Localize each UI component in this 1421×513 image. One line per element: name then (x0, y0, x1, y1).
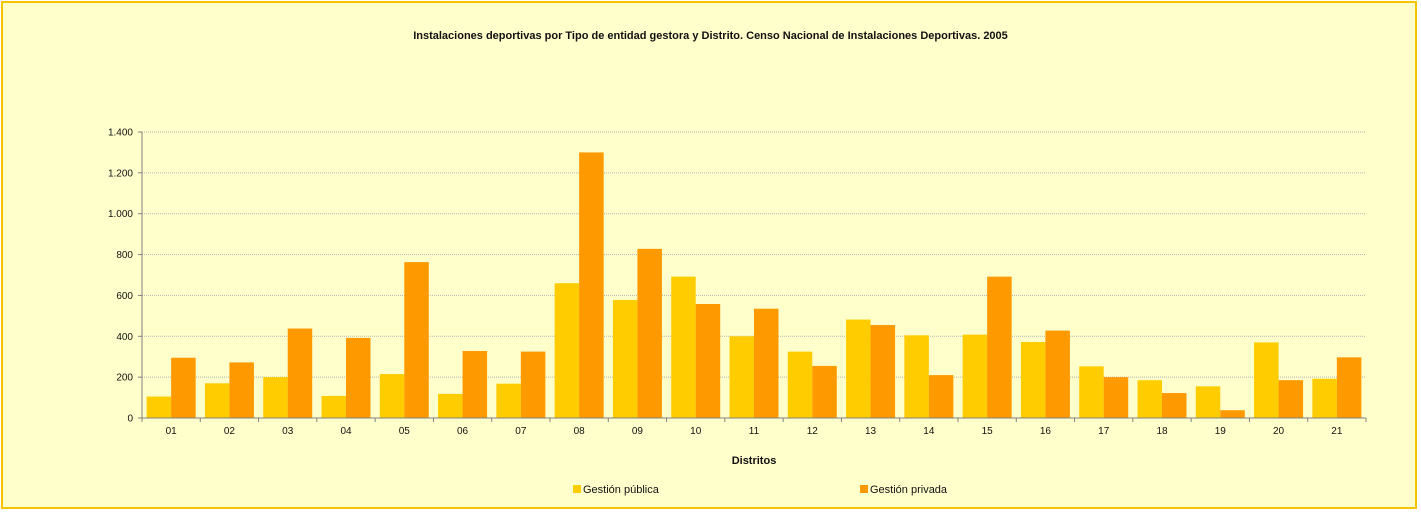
bar-privada (695, 304, 721, 418)
x-tick-label: 15 (982, 426, 994, 437)
x-tick-label: 21 (1331, 426, 1343, 437)
bar-publica (204, 383, 230, 418)
y-tick-label: 0 (127, 414, 133, 425)
bar-publica (1079, 366, 1104, 418)
bar-privada (1162, 393, 1187, 418)
bar-privada (928, 375, 954, 418)
bar-publica (1312, 378, 1337, 418)
bar-privada (637, 248, 662, 418)
bar-publica (146, 396, 172, 418)
bar-privada (987, 276, 1012, 418)
y-tick-label: 400 (116, 332, 133, 343)
y-tick-label: 1.000 (108, 209, 133, 220)
x-tick-label: 10 (690, 426, 702, 437)
x-tick-label: 02 (224, 426, 236, 437)
bar-privada (404, 262, 429, 418)
x-tick-label: 19 (1215, 426, 1227, 437)
x-tick-label: 16 (1040, 426, 1052, 437)
x-axis-title: Distritos (732, 455, 777, 467)
bar-privada (520, 351, 546, 418)
bar-privada (171, 357, 196, 418)
bar-privada (754, 308, 779, 418)
bar-publica (904, 335, 929, 418)
x-tick-label: 11 (749, 426, 760, 437)
x-tick-label: 07 (515, 426, 527, 437)
x-tick-label: 20 (1273, 426, 1285, 437)
x-tick-label: 13 (865, 426, 877, 437)
bar-publica (846, 319, 871, 418)
bar-privada (229, 362, 254, 418)
x-tick-label: 04 (340, 426, 352, 437)
bar-privada (1278, 380, 1304, 418)
bar-publica (671, 276, 696, 418)
y-tick-label: 1.200 (108, 168, 133, 179)
bar-privada (812, 365, 837, 418)
bar-privada (579, 152, 604, 418)
x-tick-label: 18 (1156, 426, 1168, 437)
bar-privada (462, 350, 488, 418)
bar-publica (1254, 342, 1279, 418)
bar-privada (1220, 410, 1245, 418)
bar-publica (612, 299, 638, 418)
legend-label: Gestión privada (870, 484, 948, 496)
bar-publica (729, 336, 754, 418)
x-tick-label: 17 (1098, 426, 1110, 437)
chart-title: Instalaciones deportivas por Tipo de ent… (413, 30, 1008, 42)
x-tick-label: 01 (166, 426, 178, 437)
bar-privada (287, 328, 313, 418)
bar-privada (346, 337, 371, 418)
bar-publica (438, 393, 463, 418)
x-tick-label: 12 (807, 426, 819, 437)
bar-publica (554, 283, 580, 418)
x-tick-label: 05 (399, 426, 411, 437)
x-tick-label: 08 (574, 426, 586, 437)
legend-swatch (860, 485, 868, 493)
x-tick-label: 09 (632, 426, 644, 437)
bar-publica (263, 377, 288, 418)
bar-publica (1137, 380, 1162, 418)
y-tick-label: 600 (116, 291, 133, 302)
bar-privada (1045, 330, 1070, 418)
bar-privada (1103, 377, 1129, 418)
bar-publica (321, 395, 346, 418)
bar-publica (1195, 386, 1221, 418)
bar-publica (962, 334, 988, 418)
x-tick-label: 06 (457, 426, 469, 437)
bar-publica (787, 351, 813, 418)
y-tick-label: 800 (116, 250, 133, 261)
bar-publica (496, 383, 521, 418)
legend-label: Gestión pública (583, 484, 660, 496)
bar-privada (870, 325, 896, 418)
x-tick-label: 14 (923, 426, 935, 437)
bar-publica (1020, 342, 1046, 418)
y-tick-label: 1.400 (108, 128, 133, 139)
bar-privada (1336, 357, 1362, 418)
bar-publica (379, 374, 405, 418)
x-tick-label: 03 (282, 426, 294, 437)
y-tick-label: 200 (116, 373, 133, 384)
legend-swatch (573, 485, 581, 493)
